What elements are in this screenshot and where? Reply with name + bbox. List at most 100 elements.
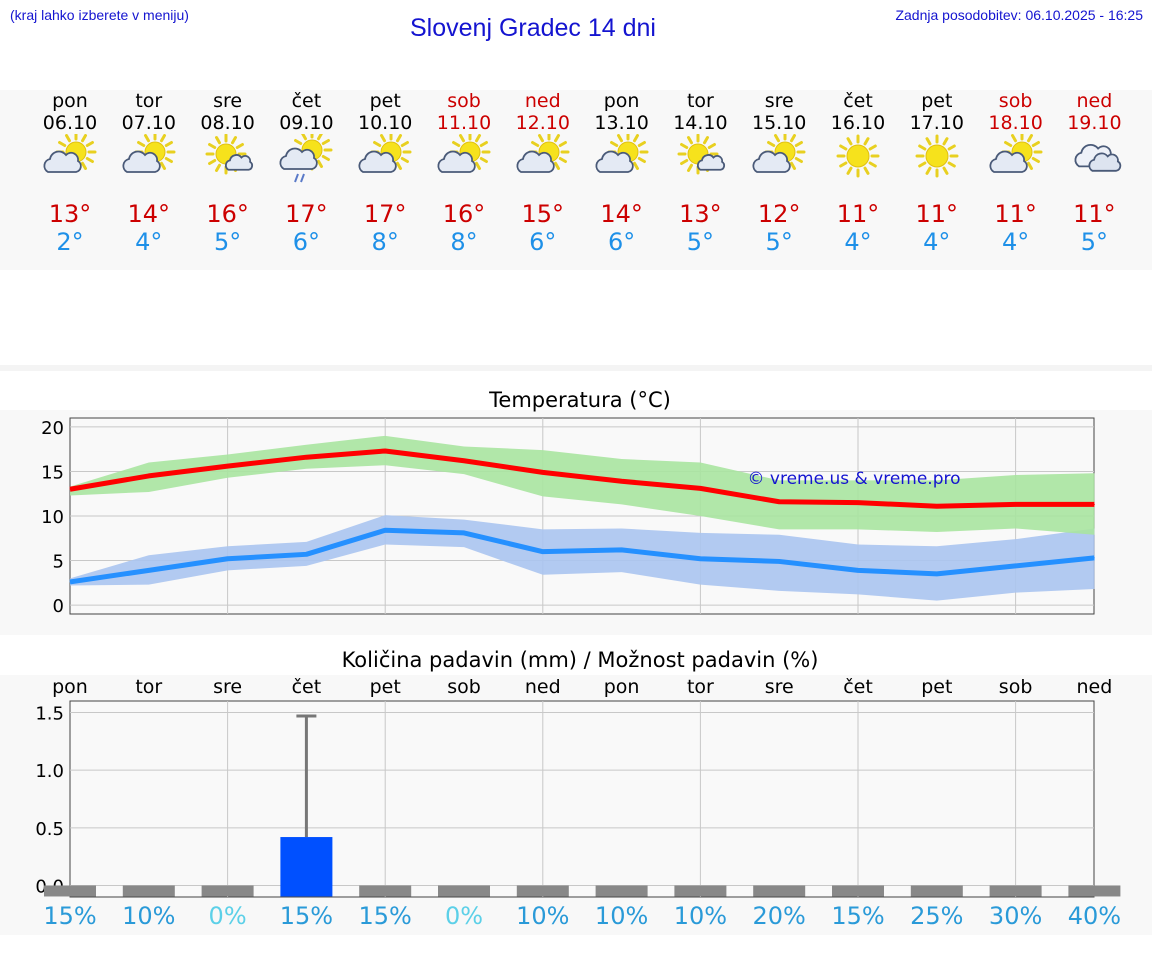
day-date: 07.10: [121, 112, 176, 134]
day-column: sob 11.10 16° 8°: [424, 90, 504, 256]
sun-icon: [915, 134, 959, 178]
sun-icon: [836, 134, 880, 178]
max-temperature-point: [699, 487, 701, 489]
y-tick-label: 0: [53, 596, 64, 617]
cloud-icon: [1074, 144, 1122, 172]
day-name: pon: [603, 90, 640, 112]
x-category-label: ned: [525, 676, 561, 698]
sun-cloud-icon: [752, 131, 806, 173]
max-temperature-point: [857, 502, 859, 504]
max-temperature: 11°: [994, 200, 1037, 228]
sun-cloud-icon: [989, 131, 1043, 173]
day-column: čet 09.10 17° 6°: [266, 90, 346, 256]
precipitation-bar: [595, 885, 648, 897]
max-temperature: 11°: [836, 200, 880, 228]
min-temperature: 2°: [56, 228, 84, 256]
sun-cloud-icon: [595, 131, 649, 173]
max-temperature-point: [1093, 503, 1095, 505]
precipitation-probability: 15%: [43, 902, 97, 930]
min-temperature: 6°: [607, 228, 636, 256]
min-temperature-point: [148, 569, 150, 571]
min-temperature-point: [69, 581, 71, 583]
min-temperature-point: [778, 560, 780, 562]
day-date: 13.10: [594, 112, 649, 134]
min-temperature-point: [1093, 557, 1095, 559]
precipitation-bar: [122, 885, 175, 897]
day-name: tor: [135, 90, 163, 112]
precipitation-bar: [753, 885, 806, 897]
max-temperature-point: [148, 475, 150, 477]
precipitation-probability-row: 15% 10% 0% 15% 15% 0% 10% 10% 10% 20% 15% 25% 30% 40%: [0, 902, 1152, 934]
precipitation-probability: 0%: [444, 902, 484, 930]
day-name: pon: [52, 90, 88, 112]
day-name: sob: [998, 90, 1033, 112]
precipitation-probability: 10%: [516, 902, 570, 930]
day-column: pon 06.10 13° 2°: [30, 90, 110, 256]
page-title: Slovenj Gradec 14 dni: [410, 14, 656, 42]
sun-small-cloud-icon: [677, 133, 726, 175]
sun-cloud-icon: [516, 131, 570, 173]
last-updated: Zadnja posodobitev: 06.10.2025 - 16:25: [895, 7, 1143, 23]
precipitation-probability: 10%: [122, 902, 176, 930]
min-temperature: 4°: [923, 228, 951, 256]
x-category-label: čet: [292, 676, 322, 698]
sun-cloud-icon: [43, 131, 97, 173]
min-temperature-point: [857, 569, 859, 571]
day-name: pet: [369, 90, 401, 112]
precipitation-bar: [280, 837, 333, 897]
sun-cloud-icon: [122, 131, 176, 173]
precipitation-bar: [910, 885, 963, 897]
x-category-label: pon: [604, 676, 640, 698]
day-name: tor: [686, 90, 714, 112]
y-tick-label: 20: [41, 418, 64, 439]
day-column: sob 18.10 11° 4°: [976, 90, 1056, 256]
day-column: tor 07.10 14° 4°: [109, 90, 189, 256]
min-temperature-point: [542, 551, 544, 553]
sun-cloud-icon: [437, 131, 491, 173]
x-category-label: ned: [1077, 676, 1113, 698]
min-temperature: 8°: [371, 228, 399, 256]
precipitation-probability: 20%: [752, 902, 806, 930]
min-temperature: 8°: [450, 228, 478, 256]
precipitation-probability: 0%: [208, 902, 247, 930]
max-temperature: 13°: [679, 200, 722, 228]
min-temperature: 5°: [765, 228, 793, 256]
day-date: 08.10: [200, 112, 255, 134]
precipitation-chart-title: Količina padavin (mm) / Možnost padavin …: [341, 648, 819, 672]
location-menu-hint[interactable]: (kraj lahko izberete v meniju): [10, 7, 189, 23]
day-column: pon 13.10 14° 6°: [582, 90, 662, 256]
x-category-label: sre: [765, 676, 794, 698]
max-temperature-point: [936, 505, 938, 507]
max-temperature: 17°: [363, 200, 407, 228]
max-temperature-band: [70, 435, 1095, 535]
max-temperature-point: [384, 450, 386, 452]
day-date: 12.10: [515, 112, 570, 134]
day-name: sre: [764, 90, 794, 112]
max-temperature-line: [69, 448, 1095, 509]
max-temperature-point: [542, 471, 544, 473]
precipitation-probability: 15%: [831, 902, 885, 930]
day-date: 15.10: [751, 112, 807, 134]
day-date: 06.10: [42, 112, 98, 134]
sun-cloud-rain-icon: [279, 129, 333, 183]
max-temperature: 17°: [285, 200, 328, 228]
day-date: 16.10: [830, 112, 886, 134]
day-date: 17.10: [909, 112, 964, 134]
max-temperature: 12°: [757, 200, 801, 228]
x-category-label: pon: [52, 676, 88, 698]
min-temperature-point: [936, 573, 938, 575]
day-date: 19.10: [1067, 112, 1122, 134]
precipitation-probability: 25%: [910, 902, 964, 930]
precipitation-probability: 40%: [1067, 902, 1122, 930]
day-name: sre: [213, 90, 243, 112]
max-temperature: 16°: [206, 200, 249, 228]
x-category-label: sre: [213, 676, 242, 698]
min-temperature-point: [699, 558, 701, 560]
min-temperature: 5°: [1080, 228, 1109, 256]
max-temperature: 11°: [1073, 200, 1116, 228]
precipitation-bar: [438, 885, 490, 897]
x-category-label: tor: [135, 676, 162, 698]
min-temperature-line: [69, 527, 1095, 585]
day-date: 18.10: [988, 112, 1043, 134]
precipitation-bar: [989, 885, 1042, 897]
